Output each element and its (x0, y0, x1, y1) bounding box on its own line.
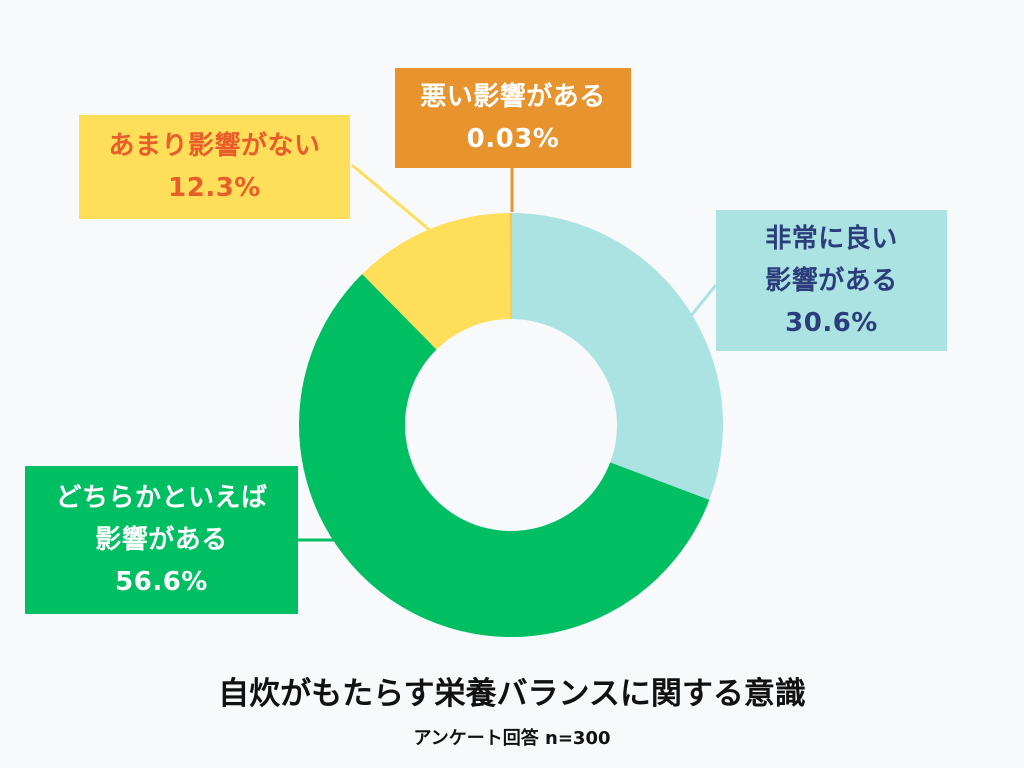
label-very-good-line2: 影響がある (765, 265, 898, 296)
leader-line-very-good (688, 284, 718, 318)
slice-bad (510, 212, 512, 320)
label-somewhat-value: 56.6% (115, 567, 208, 597)
chart-subtitle: アンケート回答 n=300 (413, 728, 611, 749)
label-somewhat-line1: どちらかといえば (55, 483, 268, 513)
donut-slices (299, 212, 723, 637)
label-bad-line1: 悪い影響がある (420, 82, 606, 112)
slice-very-good (511, 213, 723, 500)
label-not-much-impact: あまり影響がない 12.3% (79, 115, 350, 219)
slice-somewhat (299, 274, 710, 637)
leader-line-not-much (351, 163, 433, 234)
label-somewhat-line2: 影響がある (95, 525, 228, 555)
label-very-good-value: 30.6% (785, 307, 878, 338)
chart-title: 自炊がもたらす栄養バランスに関する意識 (218, 676, 806, 712)
label-not-much-value: 12.3% (168, 173, 261, 203)
label-bad-impact: 悪い影響がある 0.03% (395, 68, 631, 168)
label-very-good-impact: 非常に良い 影響がある 30.6% (716, 210, 947, 351)
slice-not-much (362, 213, 511, 350)
label-bad-value: 0.03% (466, 124, 560, 154)
label-somewhat-impact: どちらかといえば 影響がある 56.6% (25, 466, 298, 614)
label-not-much-line1: あまり影響がない (108, 131, 321, 161)
label-very-good-line1: 非常に良い (765, 223, 898, 254)
